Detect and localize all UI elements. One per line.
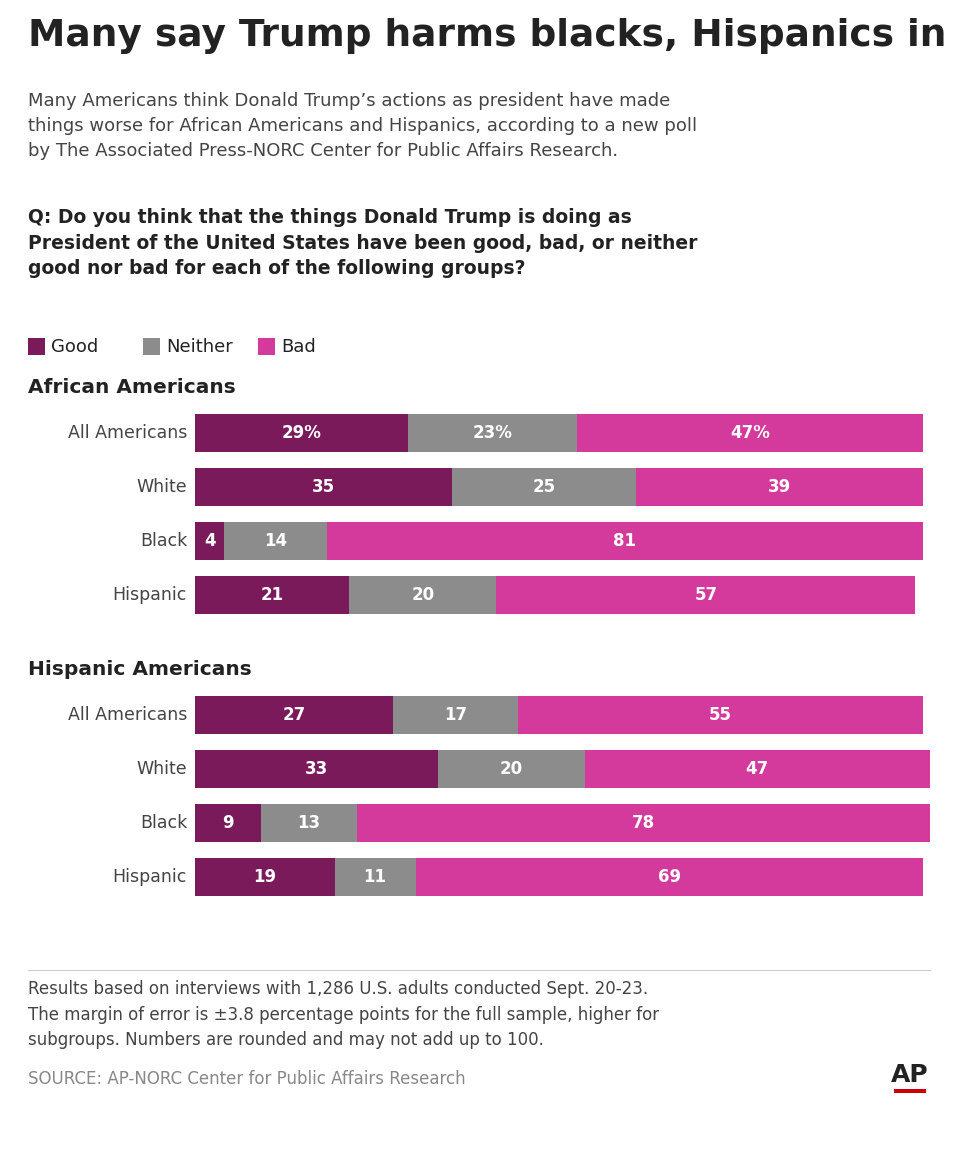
Text: Good: Good (51, 338, 98, 356)
Text: Q: Do you think that the things Donald Trump is doing as
President of the United: Q: Do you think that the things Donald T… (28, 208, 698, 279)
Bar (496, 576, 915, 614)
Text: 35: 35 (312, 477, 335, 496)
Bar (195, 858, 335, 896)
Bar (335, 858, 416, 896)
Text: 39: 39 (768, 477, 791, 496)
Bar (894, 1089, 926, 1094)
Text: 4: 4 (204, 532, 215, 550)
Text: Black: Black (140, 814, 187, 832)
Bar (394, 696, 518, 734)
Text: 23%: 23% (472, 424, 513, 442)
Text: 13: 13 (298, 814, 321, 832)
Bar (349, 576, 496, 614)
Bar (195, 523, 225, 560)
Text: Hispanic: Hispanic (112, 868, 187, 885)
Text: African Americans: African Americans (28, 378, 236, 397)
Bar (327, 523, 923, 560)
Text: 17: 17 (444, 706, 468, 724)
Text: Black: Black (140, 532, 187, 550)
Text: 20: 20 (411, 586, 435, 603)
Text: 25: 25 (533, 477, 556, 496)
Text: All Americans: All Americans (67, 424, 187, 442)
Text: Neither: Neither (166, 338, 232, 356)
Bar (143, 338, 160, 355)
Bar (195, 805, 261, 842)
Bar (636, 468, 923, 506)
Bar (195, 468, 452, 506)
Bar (416, 858, 923, 896)
Bar (258, 338, 275, 355)
Text: 27: 27 (282, 706, 306, 724)
Bar (518, 696, 923, 734)
Text: 47: 47 (746, 759, 769, 778)
Text: AP: AP (891, 1064, 929, 1087)
Text: White: White (136, 477, 187, 496)
Text: 29%: 29% (281, 424, 322, 442)
Bar (195, 576, 349, 614)
Text: 57: 57 (694, 586, 717, 603)
Bar (438, 750, 585, 788)
Text: 14: 14 (264, 532, 287, 550)
Text: Hispanic Americans: Hispanic Americans (28, 660, 252, 679)
Text: All Americans: All Americans (67, 706, 187, 724)
Bar (261, 805, 357, 842)
Text: 19: 19 (253, 868, 276, 885)
Text: 78: 78 (632, 814, 655, 832)
Bar (452, 468, 636, 506)
Text: 81: 81 (613, 532, 636, 550)
Text: Many say Trump harms blacks, Hispanics in US: Many say Trump harms blacks, Hispanics i… (28, 18, 960, 54)
Text: Results based on interviews with 1,286 U.S. adults conducted Sept. 20-23.
The ma: Results based on interviews with 1,286 U… (28, 980, 660, 1050)
Bar (357, 805, 930, 842)
Bar (408, 414, 577, 452)
Text: 69: 69 (658, 868, 681, 885)
Bar (195, 414, 408, 452)
Bar (195, 696, 394, 734)
Text: Bad: Bad (281, 338, 316, 356)
Text: 21: 21 (260, 586, 284, 603)
Text: 9: 9 (223, 814, 234, 832)
Text: Hispanic: Hispanic (112, 586, 187, 603)
Text: SOURCE: AP-NORC Center for Public Affairs Research: SOURCE: AP-NORC Center for Public Affair… (28, 1070, 466, 1088)
Text: 55: 55 (709, 706, 732, 724)
Text: 47%: 47% (730, 424, 770, 442)
Text: White: White (136, 759, 187, 778)
Bar (585, 750, 930, 788)
Text: Many Americans think Donald Trump’s actions as president have made
things worse : Many Americans think Donald Trump’s acti… (28, 92, 697, 160)
Text: 11: 11 (364, 868, 387, 885)
Bar (225, 523, 327, 560)
Bar (577, 414, 923, 452)
Text: 33: 33 (304, 759, 328, 778)
Bar (195, 750, 438, 788)
Text: 20: 20 (499, 759, 522, 778)
Bar (28, 338, 45, 355)
